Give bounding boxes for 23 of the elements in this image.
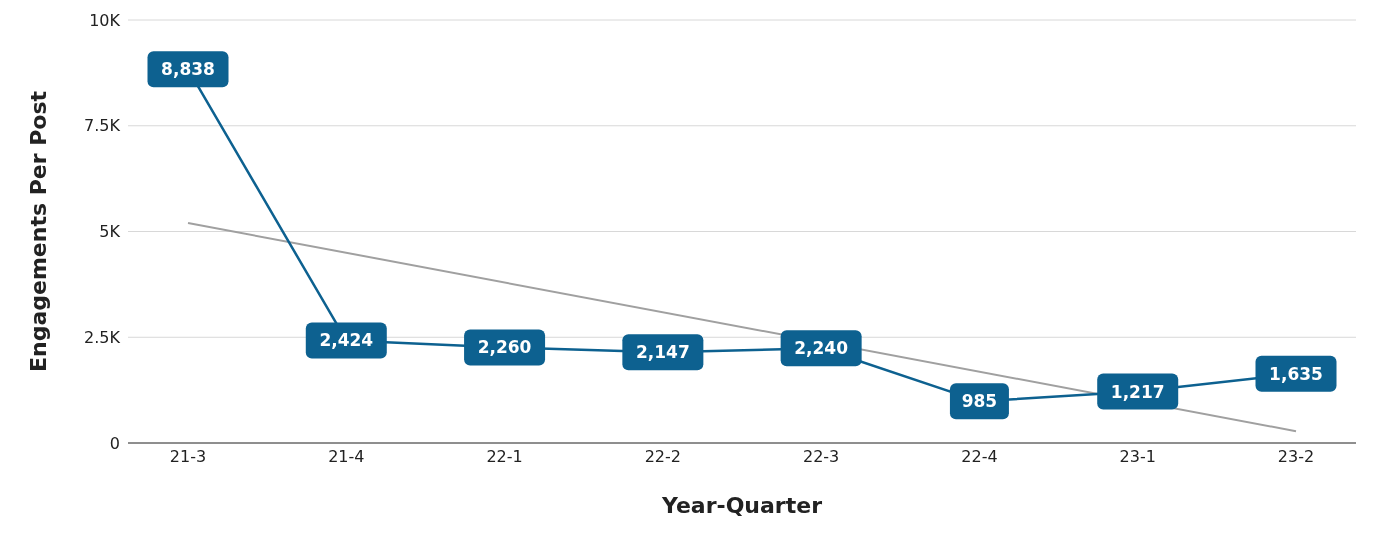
y-tick-label: 7.5K xyxy=(84,116,121,136)
y-axis-title: Engagements Per Post xyxy=(25,90,51,373)
data-label: 8,838 xyxy=(161,59,215,80)
y-tick-label: 5K xyxy=(99,222,121,242)
data-label: 1,635 xyxy=(1269,363,1323,384)
data-label: 2,424 xyxy=(319,330,374,351)
y-tick-label: 0 xyxy=(109,433,120,453)
x-axis-title: Year-Quarter xyxy=(660,493,823,518)
data-label: 1,217 xyxy=(1110,381,1165,402)
x-tick-label: 23-1 xyxy=(1119,447,1156,467)
y-tick-label: 10K xyxy=(89,10,121,30)
x-tick-label: 22-1 xyxy=(486,447,523,467)
x-tick-label: 22-4 xyxy=(961,447,998,467)
x-tick-label: 21-3 xyxy=(169,447,207,467)
x-tick-label: 21-4 xyxy=(328,447,365,467)
y-tick-label: 2.5K xyxy=(84,327,121,347)
data-label: 2,240 xyxy=(794,338,849,359)
x-tick-label: 22-3 xyxy=(802,447,840,467)
data-label: 985 xyxy=(961,391,998,412)
x-tick-label: 23-2 xyxy=(1277,447,1315,467)
data-label: 2,147 xyxy=(635,342,690,363)
data-label: 2,260 xyxy=(477,337,532,358)
x-tick-label: 22-2 xyxy=(644,447,682,467)
